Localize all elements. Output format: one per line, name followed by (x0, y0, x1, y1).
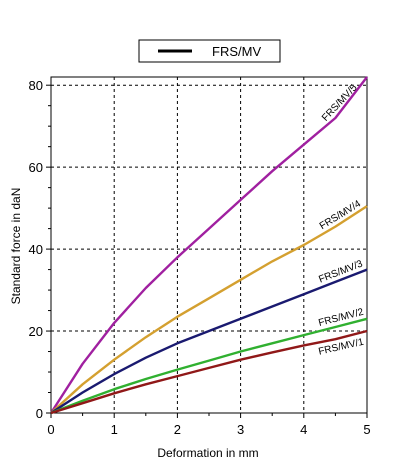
legend-label-frs-mv: FRS/MV (212, 44, 261, 59)
y-tick-label: 0 (36, 406, 43, 421)
plot-area (50, 76, 368, 414)
series-label-frs-mv-4: FRS/MV/4 (318, 198, 363, 232)
series-label-frs-mv-1: FRS/MV/1 (317, 337, 365, 358)
y-tick-label: 20 (29, 324, 43, 339)
grid (51, 77, 367, 413)
legend-box (138, 39, 281, 63)
legend: FRS/MV (138, 39, 281, 63)
y-axis: 0 20 40 60 80 (29, 78, 51, 421)
x-axis-title: Deformation in mm (157, 446, 258, 460)
x-tick-label: 1 (111, 422, 118, 437)
x-tick-label: 4 (300, 422, 307, 437)
y-tick-label: 60 (29, 160, 43, 175)
y-tick-label: 40 (29, 242, 43, 257)
series-label-frs-mv-5: FRS/MV/5 (320, 82, 360, 124)
series-line-frs-mv-3 (50, 268, 368, 415)
x-tick-label: 3 (237, 422, 244, 437)
x-axis: 0 1 2 3 4 5 (47, 413, 371, 437)
y-tick-label: 80 (29, 78, 43, 93)
series-line-frs-mv-5 (49, 76, 368, 414)
series-lines (49, 76, 368, 415)
series-line-frs-mv-4 (50, 205, 368, 414)
x-tick-label: 0 (47, 422, 54, 437)
y-axis-title: Standard force in daN (9, 188, 23, 305)
series-line-frs-mv-1 (50, 329, 368, 415)
x-tick-label: 5 (363, 422, 370, 437)
series-line-frs-mv-2 (50, 317, 368, 415)
x-tick-label: 2 (174, 422, 181, 437)
